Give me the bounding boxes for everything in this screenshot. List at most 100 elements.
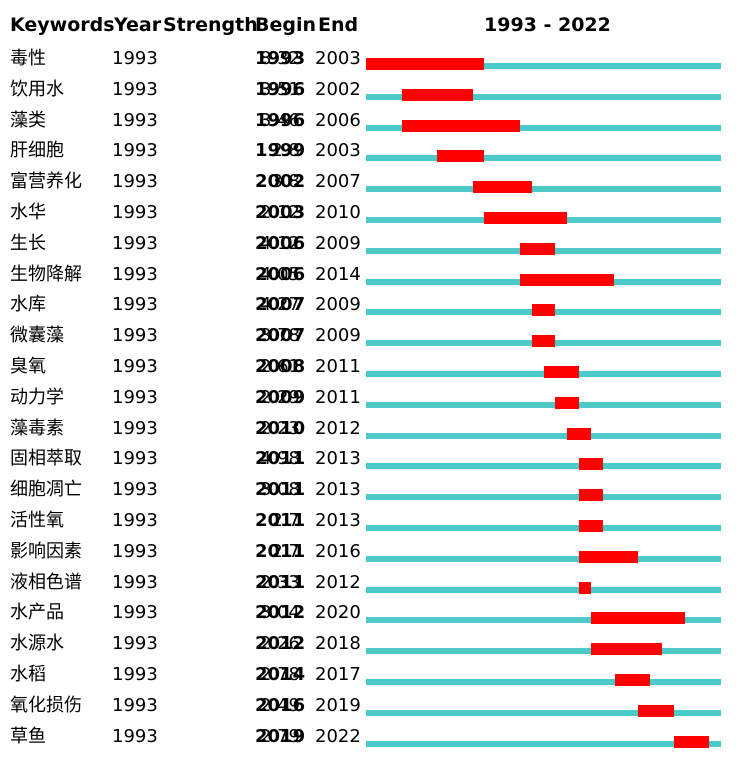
burst-segment — [614, 674, 650, 686]
end-year: 2010 — [315, 202, 361, 223]
burst-row: 富营养化 1993 3.8 2002 2007 — [0, 167, 749, 197]
year-value: 1993 — [112, 417, 158, 439]
end-year: 2016 — [315, 540, 361, 562]
keyword-label: 活性氧 — [10, 510, 64, 531]
end-year: 2013 — [315, 448, 361, 470]
burst-row: 水源水 1993 2.26 2012 2018 — [0, 629, 749, 659]
burst-segment — [519, 242, 556, 255]
year-value: 1993 — [112, 725, 158, 747]
burst-segment — [579, 458, 603, 471]
year-value: 1993 — [112, 140, 158, 162]
end-year: 2017 — [315, 664, 361, 685]
keyword-label: 毒性 — [10, 48, 46, 69]
keyword-label: 水产品 — [10, 602, 64, 624]
burst-row: 藻毒素 1993 2.23 2010 2012 — [0, 414, 749, 444]
begin-year: 2009 — [255, 386, 306, 408]
burst-row: 水华 1993 2.12 2003 2010 — [0, 198, 749, 228]
burst-segment — [590, 643, 662, 656]
timeline-baseline — [366, 463, 721, 470]
burst-row: 生长 1993 4.12 2006 2009 — [0, 229, 749, 259]
keyword-label: 固相萃取 — [10, 448, 82, 470]
keyword-label: 富营养化 — [10, 171, 82, 193]
timeline-baseline — [366, 494, 721, 501]
strength-value: 2.23 — [259, 417, 300, 439]
strength-value: 4.27 — [259, 294, 300, 316]
year-value: 1993 — [112, 540, 158, 562]
year-value: 1993 — [112, 48, 158, 69]
end-year: 2009 — [315, 294, 361, 316]
strength-value: 3.08 — [259, 479, 300, 501]
burst-segment — [366, 58, 485, 70]
strength-value: 4.05 — [259, 263, 300, 285]
year-value: 1993 — [112, 171, 158, 193]
keyword-label: 饮用水 — [10, 78, 64, 100]
burst-segment — [437, 150, 485, 163]
keyword-label: 藻毒素 — [10, 417, 64, 439]
begin-year: 2011 — [255, 448, 306, 470]
burst-row: 活性氧 1993 2.7 2011 2013 — [0, 506, 749, 536]
strength-value: 3.46 — [259, 109, 300, 131]
timeline-baseline — [366, 709, 721, 716]
strength-value: 4.98 — [259, 448, 300, 470]
year-value: 1993 — [112, 325, 158, 347]
keyword-label: 动力学 — [10, 386, 64, 408]
keyword-label: 微囊藻 — [10, 325, 64, 347]
keyword-label: 水库 — [10, 294, 46, 316]
begin-year: 2006 — [255, 263, 306, 285]
end-year: 2003 — [315, 48, 361, 69]
strength-value: 3.04 — [259, 602, 300, 624]
begin-year: 2007 — [255, 325, 306, 347]
burst-segment — [590, 612, 686, 625]
keyword-label: 生长 — [10, 232, 46, 254]
burst-segment — [555, 396, 579, 409]
end-year: 2009 — [315, 232, 361, 254]
burst-segment — [401, 88, 473, 101]
header-strength: Strength — [163, 14, 258, 36]
begin-year: 2002 — [255, 171, 306, 193]
timeline-baseline — [366, 63, 721, 69]
begin-year: 1999 — [255, 140, 306, 162]
strength-value: 3.8 — [271, 171, 300, 193]
burst-segment — [579, 489, 603, 502]
burst-row: 藻类 1993 3.46 1996 2006 — [0, 106, 749, 136]
begin-year: 2014 — [255, 664, 306, 685]
end-year: 2012 — [315, 571, 361, 593]
header-end: End — [318, 14, 359, 36]
strength-value: 2.78 — [259, 664, 300, 685]
header-begin: Begin — [255, 14, 317, 36]
burst-row: 水库 1993 4.27 2007 2009 — [0, 290, 749, 320]
begin-year: 1996 — [255, 109, 306, 131]
strength-value: 2.33 — [259, 571, 300, 593]
header-timeline-range: 1993 - 2022 — [484, 14, 611, 36]
begin-year: 2011 — [255, 510, 306, 531]
strength-value: 2.8 — [271, 140, 300, 162]
burst-segment — [543, 366, 579, 378]
keyword-label: 藻类 — [10, 109, 46, 131]
end-year: 2009 — [315, 325, 361, 347]
burst-row: 氧化损伤 1993 2.49 2016 2019 — [0, 691, 749, 721]
burst-row: 饮用水 1993 3.51 1996 2002 — [0, 75, 749, 105]
year-value: 1993 — [112, 664, 158, 685]
keyword-label: 肝细胞 — [10, 140, 64, 162]
timeline-baseline — [366, 617, 721, 624]
burst-segment — [673, 735, 710, 748]
begin-year: 2007 — [255, 294, 306, 316]
burst-segment — [579, 581, 591, 594]
header-year: Year — [114, 14, 162, 36]
year-value: 1993 — [112, 602, 158, 624]
keyword-label: 细胞凋亡 — [10, 479, 82, 501]
burst-row: 液相色谱 1993 2.33 2011 2012 — [0, 568, 749, 598]
burst-segment — [567, 427, 591, 440]
strength-value: 2.61 — [259, 356, 300, 377]
end-year: 2012 — [315, 417, 361, 439]
timeline-baseline — [366, 124, 721, 131]
strength-value: 2.12 — [259, 202, 300, 223]
burst-row: 水稻 1993 2.78 2014 2017 — [0, 660, 749, 690]
end-year: 2003 — [315, 140, 361, 162]
strength-value: 3.51 — [259, 78, 300, 100]
keyword-label: 水源水 — [10, 633, 64, 655]
end-year: 2019 — [315, 694, 361, 716]
strength-value: 2.49 — [259, 694, 300, 716]
keyword-label: 水稻 — [10, 664, 46, 685]
burst-row: 动力学 1993 2.29 2009 2011 — [0, 383, 749, 413]
